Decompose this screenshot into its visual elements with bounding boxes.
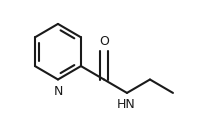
Text: N: N	[53, 84, 63, 97]
Text: O: O	[99, 34, 109, 47]
Text: HN: HN	[117, 97, 135, 110]
